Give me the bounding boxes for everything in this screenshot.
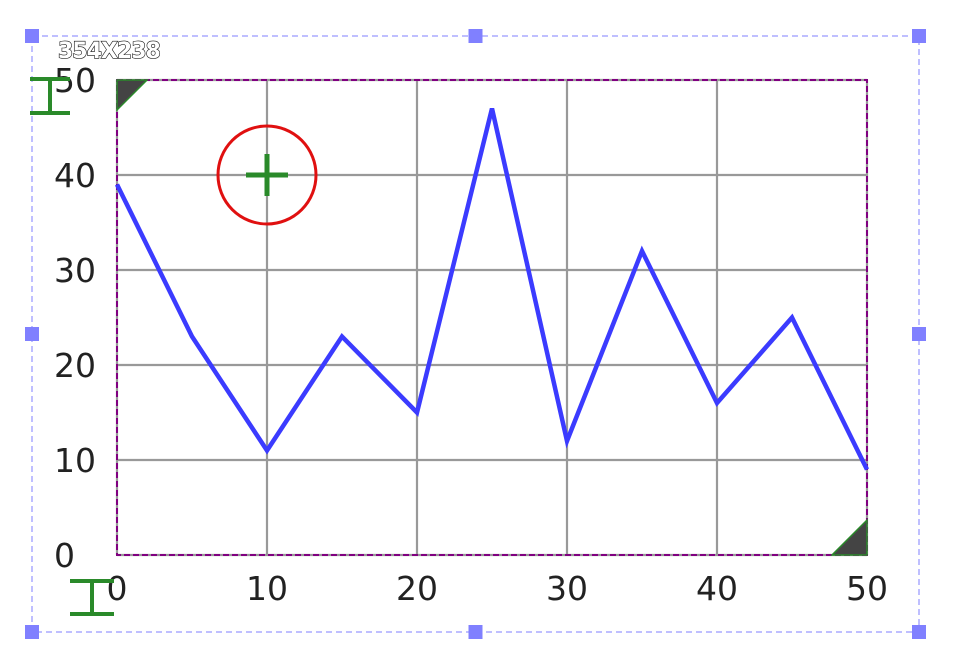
resize-handle[interactable] bbox=[468, 29, 483, 43]
resize-handle[interactable] bbox=[468, 625, 483, 639]
x-tick-label: 30 bbox=[546, 569, 588, 608]
x-axis-ticks: 0 10 20 30 40 50 bbox=[107, 569, 889, 608]
y-tick-label: 10 bbox=[54, 441, 96, 480]
x-tick-label: 0 bbox=[107, 569, 128, 608]
target-ring bbox=[216, 124, 318, 226]
resize-handle[interactable] bbox=[25, 327, 39, 341]
ibeam-cursor-icon bbox=[70, 579, 114, 616]
y-tick-label: 0 bbox=[54, 536, 75, 575]
x-tick-label: 40 bbox=[696, 569, 738, 608]
resize-handle[interactable] bbox=[912, 29, 926, 43]
x-tick-label: 20 bbox=[396, 569, 438, 608]
selection-handles[interactable] bbox=[25, 29, 926, 639]
y-tick-label: 20 bbox=[54, 346, 96, 385]
y-tick-label: 30 bbox=[54, 251, 96, 290]
top-left-resize-corner[interactable] bbox=[116, 79, 149, 112]
resize-handle[interactable] bbox=[25, 29, 39, 43]
bottom-right-resize-corner[interactable] bbox=[830, 518, 868, 556]
resize-handle[interactable] bbox=[912, 327, 926, 341]
resize-handle[interactable] bbox=[25, 625, 39, 639]
y-tick-label: 40 bbox=[54, 156, 96, 195]
plot-frame bbox=[116, 79, 868, 556]
ibeam-cursor-icon bbox=[30, 77, 70, 115]
x-tick-label: 10 bbox=[246, 569, 288, 608]
grid bbox=[115, 78, 869, 557]
selection-size-label: 354X238 bbox=[58, 39, 160, 64]
x-tick-label: 50 bbox=[846, 569, 888, 608]
resize-handle[interactable] bbox=[912, 625, 926, 639]
crosshair-target bbox=[216, 124, 318, 226]
series-points bbox=[116, 108, 868, 470]
series-line bbox=[114, 107, 870, 471]
selection-box[interactable] bbox=[31, 35, 920, 633]
